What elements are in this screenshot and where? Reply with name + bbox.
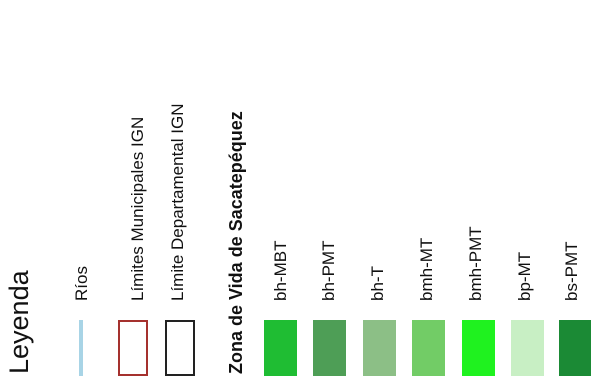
legend-title: Leyenda bbox=[4, 270, 34, 374]
departmental-boundary-label: Límite Departamental IGN bbox=[168, 103, 187, 301]
zone-label-3: bh-T bbox=[368, 266, 387, 301]
rivers-swatch bbox=[79, 320, 83, 376]
municipal-boundary-swatch bbox=[118, 320, 148, 376]
zone-swatch-7 bbox=[559, 320, 591, 376]
zone-swatch-4 bbox=[412, 320, 445, 376]
zone-swatch-1 bbox=[264, 320, 297, 376]
zone-swatch-3 bbox=[363, 320, 396, 376]
departmental-boundary-swatch bbox=[165, 320, 195, 376]
zone-label-6: bp-MT bbox=[515, 251, 534, 301]
zone-label-2: bh-PMT bbox=[319, 240, 338, 301]
zone-label-1: bh-MBT bbox=[271, 240, 290, 301]
zone-swatch-6 bbox=[511, 320, 544, 376]
zone-label-5: bmh-PMT bbox=[466, 226, 485, 301]
zones-title: Zona de Vida de Sacatepéquez bbox=[226, 111, 246, 374]
zone-label-4: bmh-MT bbox=[417, 237, 436, 301]
zone-swatch-5 bbox=[462, 320, 495, 376]
municipal-boundary-label: Límites Municipales IGN bbox=[128, 116, 147, 301]
rivers-label: Ríos bbox=[72, 266, 91, 301]
zone-label-7: bs-PMT bbox=[562, 241, 581, 302]
zone-swatch-2 bbox=[313, 320, 346, 376]
